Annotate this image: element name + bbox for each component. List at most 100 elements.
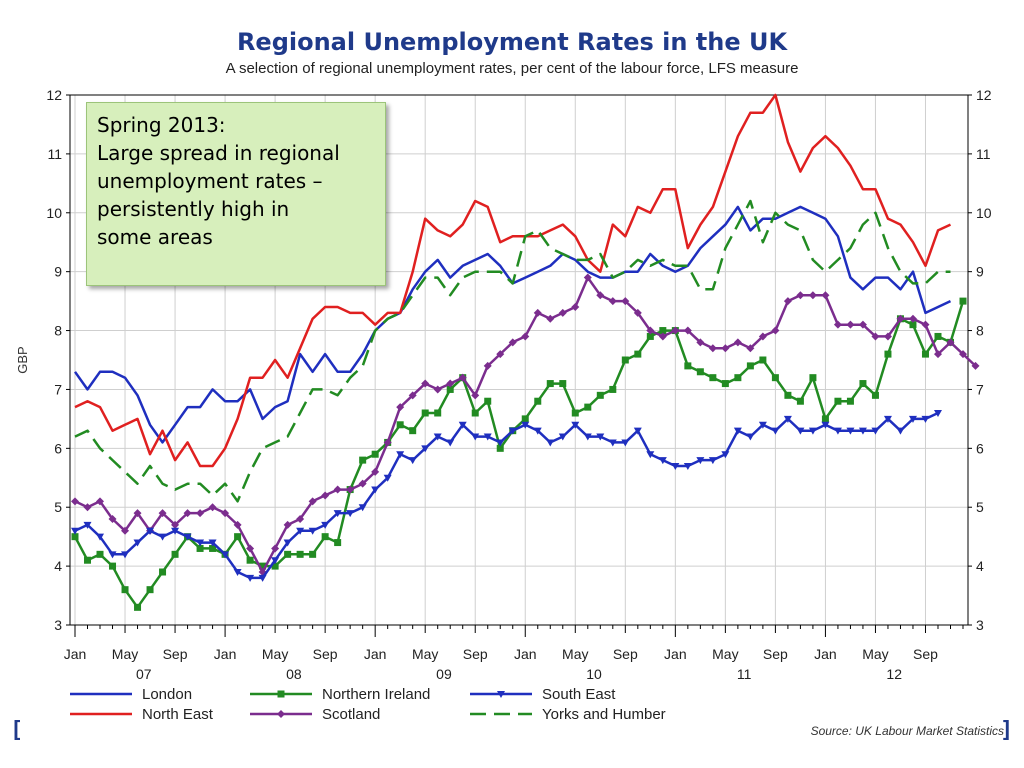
y-tick-label: 4: [54, 558, 62, 574]
data-point: [83, 521, 92, 529]
data-point: [71, 497, 79, 506]
data-point: [783, 415, 792, 423]
data-point: [158, 509, 167, 518]
slide-bracket-left: [: [10, 718, 24, 743]
data-point: [296, 550, 304, 558]
x-tick-label: Jan: [64, 646, 87, 662]
data-point: [496, 439, 505, 447]
data-point: [409, 427, 417, 435]
data-point: [908, 314, 917, 323]
data-point: [633, 427, 642, 435]
x-tick-label: May: [112, 646, 138, 662]
data-point: [871, 391, 879, 399]
data-point: [721, 380, 729, 388]
data-point: [546, 439, 555, 447]
x-tick-label: Jan: [664, 646, 687, 662]
data-point: [233, 569, 242, 576]
legend-label: Yorks and Humber: [542, 706, 666, 723]
data-point: [696, 338, 705, 347]
data-point: [396, 421, 404, 429]
data-point: [734, 374, 742, 382]
data-point: [784, 391, 792, 399]
y-tick-label: 11: [47, 146, 62, 162]
data-point: [821, 291, 830, 300]
data-point: [871, 427, 880, 435]
data-point: [296, 527, 305, 535]
data-point: [808, 427, 817, 435]
data-point: [108, 515, 117, 523]
data-point: [521, 332, 530, 341]
data-point: [708, 344, 717, 353]
data-point: [858, 320, 867, 329]
data-point: [483, 361, 492, 370]
y-tick-label: 6: [54, 440, 62, 456]
data-point: [408, 391, 417, 400]
data-point: [596, 433, 605, 441]
y-tick-label: 3: [976, 617, 984, 633]
annotation-line: persistently high in: [97, 197, 290, 221]
chart-series: [71, 93, 980, 611]
data-point: [846, 427, 855, 435]
annotation-line: some areas: [97, 225, 213, 249]
data-point: [321, 491, 330, 500]
data-point: [871, 332, 880, 341]
data-point: [471, 433, 480, 441]
data-point: [796, 291, 805, 300]
data-point: [671, 463, 680, 470]
data-point: [508, 338, 517, 347]
annotation-line: Spring 2013:: [97, 113, 226, 137]
data-point: [971, 361, 980, 370]
data-point: [634, 350, 642, 358]
data-point: [908, 415, 917, 423]
data-point: [333, 485, 342, 494]
x-tick-label: Sep: [763, 646, 788, 662]
data-point: [246, 544, 255, 553]
data-point: [909, 321, 917, 329]
data-point: [108, 551, 117, 559]
data-point: [183, 533, 192, 541]
data-point: [621, 439, 630, 447]
data-point: [271, 562, 279, 570]
data-point: [858, 427, 867, 435]
data-point: [446, 385, 454, 393]
data-point: [583, 433, 592, 441]
x-year-label: 09: [436, 666, 452, 682]
legend-label: North East: [142, 706, 214, 723]
data-point: [696, 457, 705, 465]
y-axis-label: GBP: [15, 346, 30, 373]
data-point: [109, 562, 117, 570]
data-point: [321, 533, 329, 541]
y-tick-label: 9: [54, 264, 62, 280]
data-point: [533, 427, 542, 435]
x-tick-label: May: [862, 646, 888, 662]
data-point: [783, 297, 792, 306]
data-point: [358, 479, 367, 488]
data-point: [696, 368, 704, 376]
x-tick-label: Jan: [814, 646, 837, 662]
y-tick-label: 7: [976, 381, 984, 397]
x-year-label: 10: [586, 666, 602, 682]
data-point: [346, 485, 355, 494]
data-point: [321, 521, 330, 529]
y-tick-label: 9: [976, 264, 984, 280]
y-tick-label: 6: [976, 440, 984, 456]
x-tick-label: Jan: [514, 646, 537, 662]
data-point: [433, 385, 442, 394]
data-point: [758, 421, 767, 429]
chart-legend: London North East Northern Ireland Scotland…: [70, 686, 666, 723]
data-point: [171, 527, 180, 535]
data-point: [96, 497, 105, 506]
x-tick-label: Sep: [163, 646, 188, 662]
data-point: [296, 515, 305, 523]
data-point: [496, 350, 505, 359]
y-tick-label: 5: [54, 499, 62, 515]
data-point: [834, 397, 842, 405]
data-point: [546, 380, 554, 388]
data-point: [534, 397, 542, 405]
data-point: [558, 308, 567, 317]
data-point: [371, 486, 380, 494]
data-point: [596, 391, 604, 399]
x-year-label: 08: [286, 666, 302, 682]
data-point: [471, 391, 480, 400]
